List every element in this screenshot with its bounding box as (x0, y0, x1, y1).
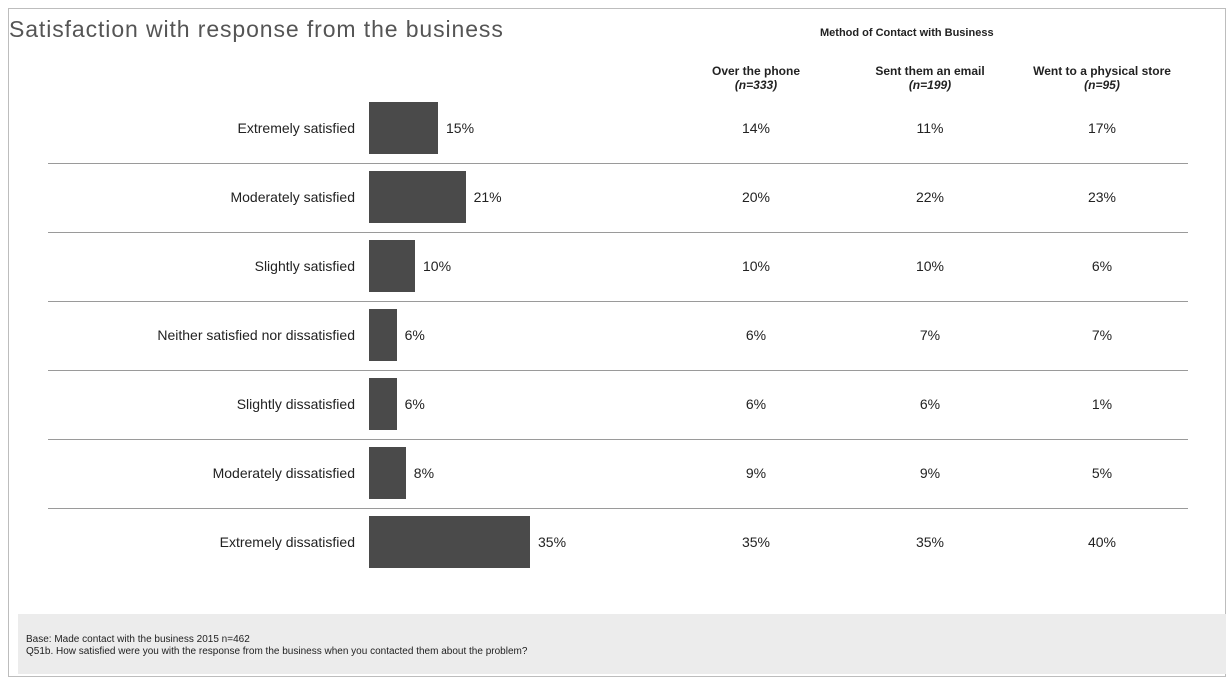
table-cell: 9% (919, 465, 941, 481)
chart-row: Slightly dissatisfied 6% 6% 6% 1% (0, 378, 1228, 447)
column-header-label: Went to a physical store (1033, 64, 1171, 78)
column-header-email: Sent them an email (n=199) (840, 64, 1020, 92)
table-cell: 1% (1091, 396, 1113, 412)
table-cell: 23% (1087, 189, 1117, 205)
bar-value-label: 15% (446, 120, 475, 136)
column-header-n: (n=333) (734, 78, 778, 92)
category-label: Extremely satisfied (237, 120, 355, 136)
row-separator (48, 370, 1188, 371)
chart-row: Extremely dissatisfied 35% 35% 35% 40% (0, 516, 1228, 585)
column-header-phone: Over the phone (n=333) (666, 64, 846, 92)
bar-value-label: 6% (404, 327, 425, 343)
bar-value-label: 21% (473, 189, 502, 205)
column-header-n: (n=95) (1084, 78, 1120, 92)
table-cell: 11% (916, 120, 944, 136)
bar (369, 309, 397, 361)
column-header-label: Over the phone (711, 64, 800, 78)
table-cell: 7% (1091, 327, 1113, 343)
category-label: Slightly satisfied (254, 258, 355, 274)
category-label: Moderately satisfied (230, 189, 355, 205)
table-cell: 7% (919, 327, 941, 343)
category-label: Neither satisfied nor dissatisfied (157, 327, 355, 343)
row-separator (48, 508, 1188, 509)
footer-note: Base: Made contact with the business 201… (18, 614, 1226, 674)
bar (369, 378, 397, 430)
bar-value-label: 6% (404, 396, 425, 412)
chart-row: Extremely satisfied 15% 14% 11% 17% (0, 102, 1228, 171)
row-separator (48, 439, 1188, 440)
table-cell: 17% (1087, 120, 1117, 136)
category-label: Moderately dissatisfied (212, 465, 355, 481)
row-separator (48, 232, 1188, 233)
column-header-label: Sent them an email (875, 64, 985, 78)
bar-value-label: 8% (413, 465, 435, 481)
base-note: Base: Made contact with the business 201… (26, 634, 250, 645)
table-cell: 6% (1091, 258, 1113, 274)
bar (369, 171, 466, 223)
bar-value-label: 35% (538, 534, 567, 550)
chart-row: Moderately satisfied 21% 20% 22% 23% (0, 171, 1228, 240)
bar-value-label: 10% (423, 258, 452, 274)
table-cell: 10% (915, 258, 945, 274)
table-cell: 5% (1091, 465, 1113, 481)
category-label: Extremely dissatisfied (219, 534, 355, 550)
table-cell: 14% (741, 120, 771, 136)
bar (369, 516, 530, 568)
table-cell: 40% (1087, 534, 1117, 550)
question-note: Q51b. How satisfied were you with the re… (26, 646, 528, 657)
chart-row: Slightly satisfied 10% 10% 10% 6% (0, 240, 1228, 309)
bar (369, 240, 415, 292)
column-header-store: Went to a physical store (n=95) (1012, 64, 1192, 92)
column-header-n: (n=199) (908, 78, 952, 92)
table-cell: 10% (741, 258, 771, 274)
chart-row: Moderately dissatisfied 8% 9% 9% 5% (0, 447, 1228, 516)
bar (369, 102, 438, 154)
row-separator (48, 301, 1188, 302)
chart-title: Satisfaction with response from the busi… (9, 16, 504, 42)
table-cell: 22% (915, 189, 945, 205)
table-cell: 6% (745, 396, 767, 412)
row-separator (48, 163, 1188, 164)
chart-frame (8, 8, 1226, 677)
method-of-contact-title: Method of Contact with Business (820, 27, 994, 39)
table-cell: 6% (745, 327, 767, 343)
table-cell: 20% (741, 189, 771, 205)
table-cell: 35% (741, 534, 771, 550)
category-label: Slightly dissatisfied (236, 396, 355, 412)
chart-row: Neither satisfied nor dissatisfied 6% 6% 7%… (0, 309, 1228, 378)
table-cell: 9% (745, 465, 767, 481)
table-cell: 6% (919, 396, 941, 412)
bar (369, 447, 406, 499)
table-cell: 35% (915, 534, 945, 550)
